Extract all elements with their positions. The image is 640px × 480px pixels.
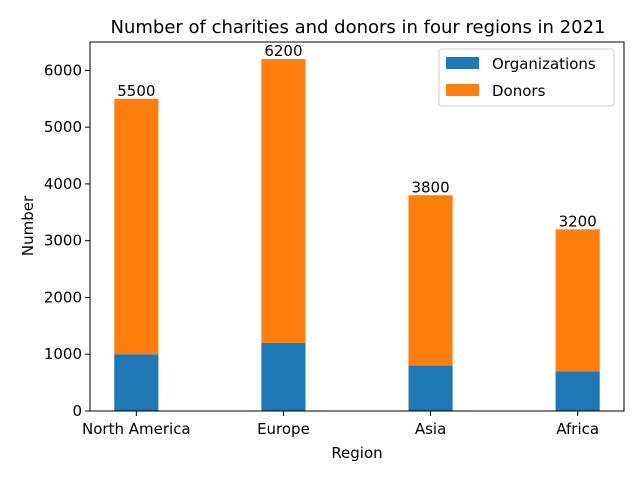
bar-donors-africa: [555, 229, 600, 372]
bar-donors-asia: [408, 195, 453, 366]
y-tick-label: 6000: [44, 61, 82, 79]
y-axis-label: Number: [19, 195, 37, 256]
legend-label-organizations: Organizations: [492, 55, 596, 73]
legend: Organizations Donors: [438, 48, 615, 107]
y-tick-label: 5000: [44, 118, 82, 136]
y-tick-label: 3000: [44, 232, 82, 250]
y-tick-label: 1000: [44, 345, 82, 363]
y-tick-label: 4000: [44, 175, 82, 193]
plot-frame: [89, 41, 625, 412]
y-tick-label: 2000: [44, 288, 82, 306]
data-label-total-europe: 6200: [264, 42, 302, 60]
chart-title: Number of charities and donors in four r…: [111, 17, 606, 38]
data-labels-layer: 5500 6200 3800 3200: [117, 42, 597, 230]
bar-donors-north-america: [114, 98, 159, 355]
legend-swatch-organizations: [446, 57, 479, 69]
bar-organizations-africa: [555, 371, 600, 411]
data-label-total-asia: 3800: [411, 178, 449, 196]
bars-layer: [114, 59, 600, 411]
bar-organizations-north-america: [114, 354, 159, 411]
data-label-total-north-america: 5500: [117, 82, 155, 100]
data-label-total-africa: 3200: [559, 212, 597, 230]
x-axis: North America Europe Asia Africa: [82, 411, 599, 438]
bar-donors-europe: [261, 59, 306, 343]
bar-organizations-asia: [408, 365, 453, 411]
legend-label-donors: Donors: [492, 82, 546, 100]
x-tick-label-africa: Africa: [556, 420, 599, 438]
x-tick-label-asia: Asia: [415, 420, 446, 438]
y-tick-label: 0: [72, 402, 82, 420]
y-axis: 0 1000 2000 3000 4000 5000 6000: [44, 61, 90, 420]
legend-swatch-donors: [446, 84, 479, 96]
x-tick-label-north-america: North America: [82, 420, 191, 438]
x-tick-label-europe: Europe: [257, 420, 310, 438]
x-axis-label: Region: [331, 444, 382, 462]
legend-frame: [438, 48, 615, 107]
bar-organizations-europe: [261, 342, 306, 411]
